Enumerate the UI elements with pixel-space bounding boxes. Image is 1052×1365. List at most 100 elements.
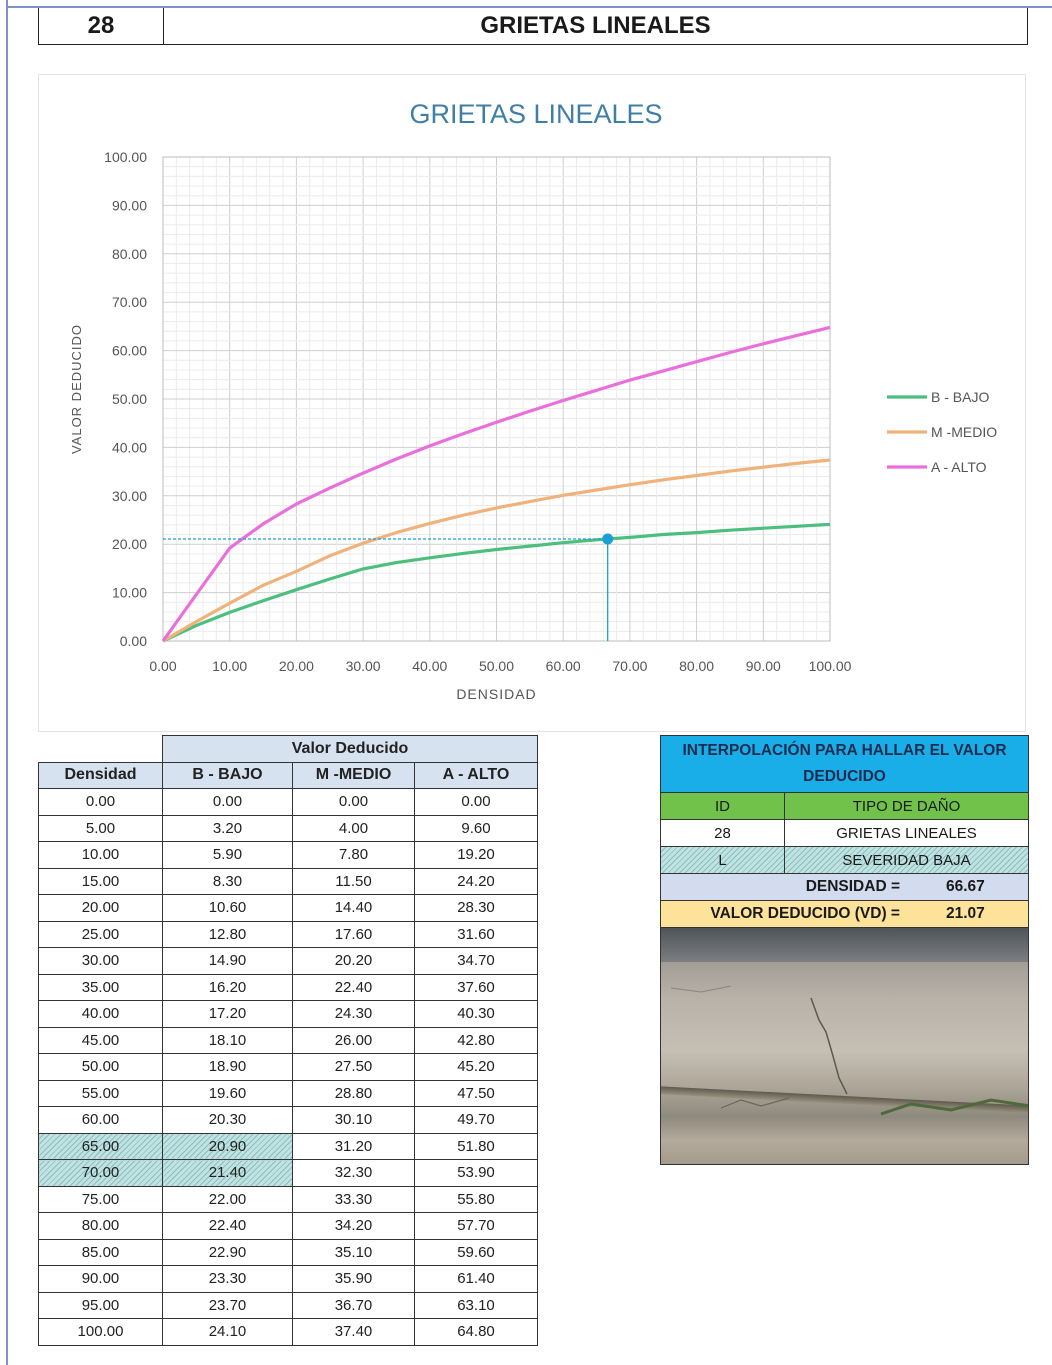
table-cell: 20.30: [162, 1106, 293, 1134]
table-cell: 22.90: [162, 1238, 293, 1266]
table-cell: 35.00: [38, 973, 163, 1001]
table-cell: 10.60: [162, 894, 293, 922]
y-tick-label: 90.00: [112, 197, 147, 213]
y-tick-label: 0.00: [120, 633, 147, 649]
y-tick-label: 10.00: [112, 585, 147, 601]
table-cell: 22.40: [162, 1212, 293, 1240]
interpolation-header-row: ID TIPO DE DAÑO: [661, 792, 1028, 819]
table-cell: 31.20: [292, 1132, 415, 1160]
table-row: 30.00 14.90 20.20 34.70: [38, 947, 538, 975]
density-label: DENSIDAD =: [805, 878, 900, 895]
table-row: 85.00 22.90 35.10 59.60: [38, 1238, 538, 1266]
table-cell: 21.40: [162, 1159, 293, 1187]
table-cell: 20.90: [162, 1132, 293, 1160]
y-tick-label: 20.00: [112, 536, 147, 552]
table-row: 70.00 21.40 32.30 53.90: [38, 1159, 538, 1187]
table-row: 55.00 19.60 28.80 47.50: [38, 1079, 538, 1107]
table-cell: 60.00: [38, 1106, 163, 1134]
deduct-value-result: 21.07: [946, 905, 985, 922]
table-cell: 11.50: [292, 867, 415, 895]
table-cell: 4.00: [292, 814, 415, 842]
density-row: DENSIDAD = 66.67: [661, 873, 1028, 900]
table-cell: 63.10: [414, 1291, 538, 1319]
table-cell: 17.20: [162, 1000, 293, 1028]
table-cell: 9.60: [414, 814, 538, 842]
table-cell: 35.10: [292, 1238, 415, 1266]
table-cell: 14.40: [292, 894, 415, 922]
table-cell: 65.00: [38, 1132, 163, 1160]
x-tick-label: 90.00: [746, 658, 781, 674]
table-row: 5.00 3.20 4.00 9.60: [38, 814, 538, 842]
table-row: 75.00 22.00 33.30 55.80: [38, 1185, 538, 1213]
table-cell: 90.00: [38, 1265, 163, 1293]
page-left-border: [6, 0, 8, 1365]
interpolation-point: [602, 533, 614, 545]
x-tick-label: 50.00: [479, 658, 514, 674]
damage-number: 28: [39, 8, 164, 44]
table-cell: 49.70: [414, 1106, 538, 1134]
table-cell: 28.80: [292, 1079, 415, 1107]
id-value: 28: [661, 820, 785, 846]
table-row: 20.00 10.60 14.40 28.30: [38, 894, 538, 922]
crack-lines: [670, 985, 1028, 1116]
table-cell: 31.60: [414, 920, 538, 948]
table-cell: 40.00: [38, 1000, 163, 1028]
table-row: 10.00 5.90 7.80 19.20: [38, 841, 538, 869]
table-row: 45.00 18.10 26.00 42.80: [38, 1026, 538, 1054]
x-tick-label: 80.00: [679, 658, 714, 674]
table-cell: 28.30: [414, 894, 538, 922]
table-cell: 95.00: [38, 1291, 163, 1319]
table-cell: 0.00: [38, 788, 163, 816]
damage-title: GRIETAS LINEALES: [480, 12, 711, 39]
table-cell: 0.00: [162, 788, 293, 816]
table-cell: 25.00: [38, 920, 163, 948]
legend-label: A - ALTO: [931, 459, 987, 475]
table-cell: 5.90: [162, 841, 293, 869]
table-group-header: Valor Deducido: [162, 735, 538, 763]
table-cell: 17.60: [292, 920, 415, 948]
table-cell: 51.80: [414, 1132, 538, 1160]
table-row: 40.00 17.20 24.30 40.30: [38, 1000, 538, 1028]
table-column-header: M -MEDIO: [292, 761, 415, 789]
density-value: 66.67: [946, 878, 985, 895]
legend-label: M -MEDIO: [931, 424, 997, 440]
table-cell: 34.20: [292, 1212, 415, 1240]
table-cell: 20.20: [292, 947, 415, 975]
table-cell: 23.30: [162, 1265, 293, 1293]
table-row: 100.00 24.10 37.40 64.80: [38, 1318, 538, 1346]
table-cell: 3.20: [162, 814, 293, 842]
y-tick-label: 40.00: [112, 439, 147, 455]
table-row: 25.00 12.80 17.60 31.60: [38, 920, 538, 948]
table-cell: 19.60: [162, 1079, 293, 1107]
table-cell: 42.80: [414, 1026, 538, 1054]
table-cell: 0.00: [292, 788, 415, 816]
table-cell: 8.30: [162, 867, 293, 895]
table-cell: 30.00: [38, 947, 163, 975]
x-tick-label: 30.00: [346, 658, 381, 674]
table-row: 80.00 22.40 34.20 57.70: [38, 1212, 538, 1240]
table-row: 50.00 18.90 27.50 45.20: [38, 1053, 538, 1081]
x-tick-label: 70.00: [612, 658, 647, 674]
severity-row: L SEVERIDAD BAJA: [661, 846, 1028, 873]
y-axis-label: VALOR DEDUCIDO: [69, 324, 84, 454]
severity-code: L: [661, 847, 785, 873]
table-cell: 61.40: [414, 1265, 538, 1293]
y-tick-label: 50.00: [112, 391, 147, 407]
pavement-crack-photo: [661, 927, 1028, 1164]
table-cell: 64.80: [414, 1318, 538, 1346]
table-column-header: Densidad: [38, 761, 163, 789]
x-axis-label: DENSIDAD: [456, 686, 536, 702]
x-tick-label: 20.00: [279, 658, 314, 674]
table-cell: 80.00: [38, 1212, 163, 1240]
table-row: 95.00 23.70 36.70 63.10: [38, 1291, 538, 1319]
interpolation-value-row: 28 GRIETAS LINEALES: [661, 819, 1028, 846]
table-cell: 55.00: [38, 1079, 163, 1107]
table-row: 60.00 20.30 30.10 49.70: [38, 1106, 538, 1134]
interpolation-panel: INTERPOLACIÓN PARA HALLAR EL VALOR DEDUC…: [660, 735, 1029, 1165]
plot-border: [162, 156, 831, 642]
x-tick-label: 10.00: [212, 658, 247, 674]
table-cell: 23.70: [162, 1291, 293, 1319]
table-cell: 55.80: [414, 1185, 538, 1213]
y-tick-label: 60.00: [112, 343, 147, 359]
table-cell: 40.30: [414, 1000, 538, 1028]
